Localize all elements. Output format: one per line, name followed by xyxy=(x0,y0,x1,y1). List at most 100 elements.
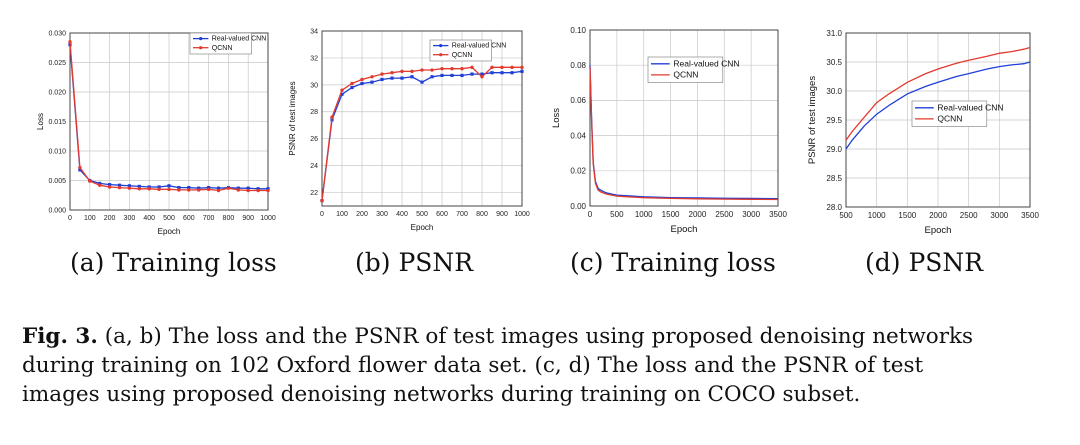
chart-2-xtick-label: 900 xyxy=(496,211,508,218)
chart-3-xlabel: Epoch xyxy=(671,224,698,235)
chart-3-ytick-label: 0.06 xyxy=(570,96,586,105)
chart-1-legend-marker xyxy=(199,37,203,41)
chart-2-point-qcnn xyxy=(340,88,344,92)
chart-2-point-qcnn xyxy=(320,198,324,203)
chart-2-ytick-label: 22 xyxy=(310,190,318,197)
chart-4-ytick-label: 30.0 xyxy=(826,87,842,96)
chart-2-legend-marker xyxy=(439,53,443,57)
chart-1-ytick-label: 0.010 xyxy=(48,148,66,155)
chart-1-xlabel: Epoch xyxy=(158,227,181,236)
chart-2-point-qcnn xyxy=(360,77,364,82)
chart-1-ytick-label: 0.005 xyxy=(48,178,66,185)
chart-2-xtick-label: 0 xyxy=(320,211,324,218)
chart-4-series-qcnn-line xyxy=(845,46,1031,141)
chart-2-point-qcnn xyxy=(380,72,384,76)
chart-1-point-real-valued-cnn xyxy=(236,186,240,190)
chart-1-legend-marker xyxy=(199,46,203,50)
chart-4-xtick-label: 1500 xyxy=(898,211,916,220)
chart-1-point-real-valued-cnn xyxy=(266,187,270,191)
chart-1-point-qcnn xyxy=(107,185,112,189)
chart-2-point-qcnn xyxy=(390,71,394,75)
chart-2-point-qcnn xyxy=(410,69,414,74)
chart-1-point-real-valued-cnn xyxy=(167,184,171,188)
chart-1-xtick-label: 700 xyxy=(203,215,215,222)
chart-2-point-real-valued-cnn xyxy=(520,69,524,73)
chart-1-ytick-label: 0.030 xyxy=(48,30,66,37)
chart-1-point-qcnn xyxy=(68,40,72,44)
chart-4-ytick-label: 28.0 xyxy=(826,203,842,212)
chart-4-legend-box xyxy=(911,100,988,127)
chart-2-point-qcnn xyxy=(370,75,374,79)
chart-2-point-real-valued-cnn xyxy=(440,73,444,78)
chart-2-point-real-valued-cnn xyxy=(420,80,424,84)
chart-3-ytick-label: 0.02 xyxy=(570,167,586,176)
chart-2-point-qcnn xyxy=(400,69,404,74)
subcaption-b: (b) PSNR xyxy=(355,248,474,277)
chart-2-ytick-label: 28 xyxy=(310,109,318,116)
chart-1-point-real-valued-cnn xyxy=(207,185,211,190)
chart-2-frame xyxy=(321,30,523,207)
chart-3-legend-box xyxy=(647,56,724,83)
chart-1-point-real-valued-cnn xyxy=(246,186,250,190)
chart-2-point-real-valued-cnn xyxy=(480,72,484,76)
chart-1-point-real-valued-cnn xyxy=(197,186,201,190)
chart-1-point-qcnn xyxy=(187,188,191,192)
chart-4-legend-label: Real-valued CNN xyxy=(937,102,1003,112)
chart-3-series-real-valued-cnn-line xyxy=(589,65,779,200)
chart-2-point-qcnn xyxy=(450,66,454,71)
chart-1-point-real-valued-cnn xyxy=(187,185,191,190)
chart-3-xtick-label: 3500 xyxy=(769,210,787,219)
chart-4-xtick-label: 1000 xyxy=(868,211,886,220)
chart-2-legend-label: Real-valued CNN xyxy=(452,43,506,50)
chart-1-point-qcnn xyxy=(157,187,161,192)
chart-2-point-qcnn xyxy=(460,66,464,71)
chart-2-point-real-valued-cnn xyxy=(390,76,394,80)
chart-1-point-qcnn xyxy=(127,186,132,190)
chart-2-xtick-label: 200 xyxy=(356,211,368,218)
chart-1-point-qcnn xyxy=(137,187,141,191)
chart-4-series-real-valued-cnn-line xyxy=(845,61,1031,150)
chart-2-point-real-valued-cnn xyxy=(470,72,474,76)
chart-1-xtick-label: 400 xyxy=(143,215,155,222)
chart-2-point-qcnn xyxy=(470,65,474,70)
chart-4-ytick-label: 29.5 xyxy=(826,116,842,125)
chart-3-ytick-label: 0.04 xyxy=(570,131,586,140)
chart-2-ytick-label: 26 xyxy=(310,136,318,143)
chart-3-xtick-label: 2500 xyxy=(715,210,733,219)
chart-2-point-real-valued-cnn xyxy=(490,71,494,75)
chart-4-legend-label: QCNN xyxy=(937,113,962,123)
chart-2-point-qcnn xyxy=(330,115,334,119)
chart-1-point-real-valued-cnn xyxy=(137,184,141,188)
chart-1-point-qcnn xyxy=(216,188,221,193)
chart-2-point-qcnn xyxy=(420,68,424,72)
chart-1-point-real-valued-cnn xyxy=(256,187,260,191)
chart-1-xtick-label: 900 xyxy=(242,215,254,222)
chart-3-ytick-label: 0.00 xyxy=(570,202,586,211)
chart-2-point-qcnn xyxy=(480,75,484,79)
caption-label: Fig. 3. xyxy=(22,324,98,349)
chart-1-point-real-valued-cnn xyxy=(147,185,151,189)
chart-3-xtick-label: 500 xyxy=(610,210,624,219)
chart-2-legend-marker xyxy=(439,44,443,48)
chart-2-point-real-valued-cnn xyxy=(510,71,514,75)
chart-4-ylabel: PSNR of test images xyxy=(807,76,818,164)
chart-3-xtick-label: 1500 xyxy=(662,210,680,219)
chart-2-point-real-valued-cnn xyxy=(380,77,384,82)
chart-2-point-real-valued-cnn xyxy=(410,75,414,79)
chart-1-ylabel: Loss xyxy=(36,113,45,130)
chart-4-xlabel: Epoch xyxy=(925,225,952,236)
chart-2-xtick-label: 800 xyxy=(476,211,488,218)
chart-2-point-real-valued-cnn xyxy=(400,76,404,80)
chart-4-ytick-label: 30.5 xyxy=(826,58,842,67)
chart-4-xtick-label: 3000 xyxy=(990,211,1008,220)
chart-3-xtick-label: 1000 xyxy=(635,210,653,219)
chart-1-point-real-valued-cnn xyxy=(177,185,181,190)
chart-2-xtick-label: 100 xyxy=(336,211,348,218)
chart-2-point-qcnn xyxy=(430,68,434,72)
chart-4-xtick-label: 500 xyxy=(839,211,853,220)
chart-2-point-real-valued-cnn xyxy=(460,73,464,78)
chart-4-ytick-label: 31.0 xyxy=(826,29,842,38)
chart-2-point-real-valued-cnn xyxy=(340,92,344,96)
chart-4-xtick-label: 3500 xyxy=(1021,211,1039,220)
chart-2-legend-label: QCNN xyxy=(452,52,473,59)
